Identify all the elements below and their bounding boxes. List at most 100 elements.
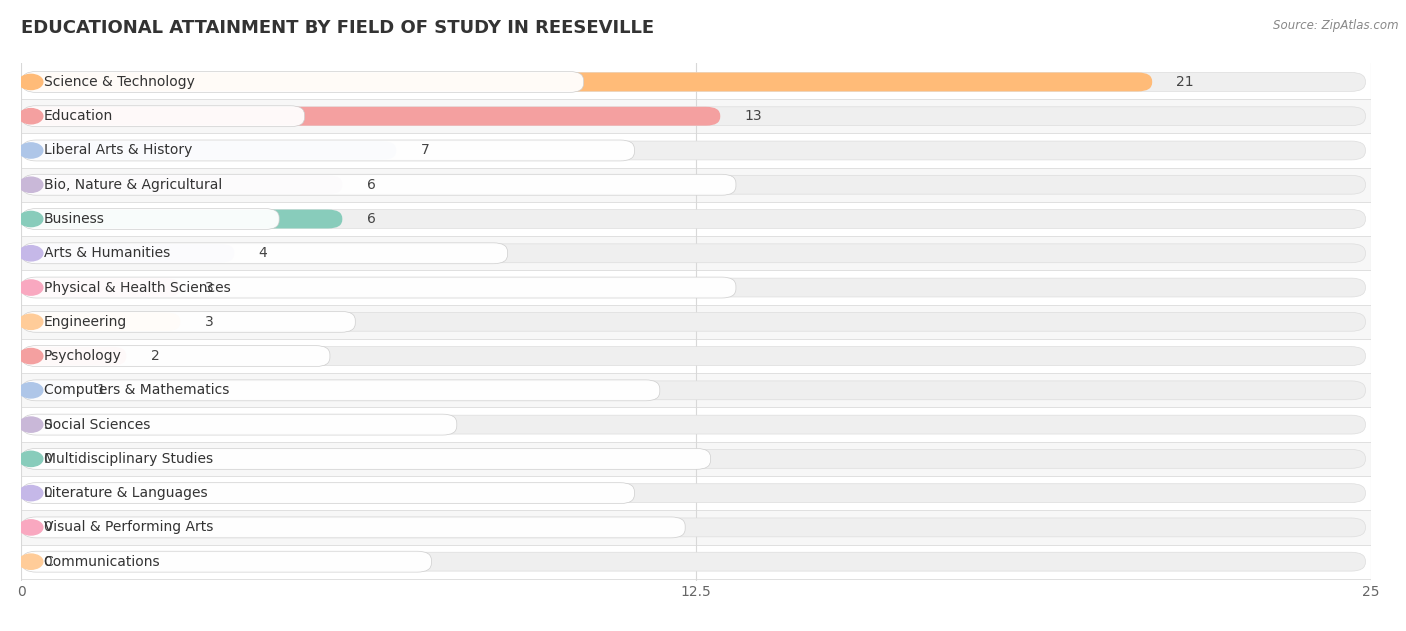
Text: 2: 2 <box>150 349 159 363</box>
Bar <box>21 510 1371 545</box>
Text: Source: ZipAtlas.com: Source: ZipAtlas.com <box>1274 19 1399 32</box>
Text: Literature & Languages: Literature & Languages <box>44 486 207 500</box>
FancyBboxPatch shape <box>22 380 659 401</box>
FancyBboxPatch shape <box>22 209 280 230</box>
Text: Education: Education <box>44 109 112 123</box>
Text: 3: 3 <box>205 315 214 329</box>
Text: 0: 0 <box>42 555 52 569</box>
Circle shape <box>18 211 42 227</box>
Circle shape <box>18 417 42 432</box>
Text: Multidisciplinary Studies: Multidisciplinary Studies <box>44 452 212 466</box>
Circle shape <box>18 245 42 261</box>
Text: 0: 0 <box>42 452 52 466</box>
FancyBboxPatch shape <box>24 346 1365 365</box>
FancyBboxPatch shape <box>24 278 1365 297</box>
FancyBboxPatch shape <box>22 449 710 469</box>
Text: 3: 3 <box>205 281 214 295</box>
FancyBboxPatch shape <box>22 106 305 127</box>
Bar <box>21 305 1371 339</box>
FancyBboxPatch shape <box>24 209 342 228</box>
Circle shape <box>18 109 42 124</box>
Text: Bio, Nature & Agricultural: Bio, Nature & Agricultural <box>44 178 222 192</box>
Text: 1: 1 <box>97 384 105 398</box>
FancyBboxPatch shape <box>24 484 1365 502</box>
Bar <box>21 236 1371 271</box>
Circle shape <box>18 485 42 501</box>
Text: 0: 0 <box>42 418 52 432</box>
FancyBboxPatch shape <box>24 415 1365 434</box>
Bar <box>21 339 1371 373</box>
FancyBboxPatch shape <box>22 483 634 504</box>
Circle shape <box>18 383 42 398</box>
FancyBboxPatch shape <box>24 73 1365 91</box>
Circle shape <box>18 451 42 466</box>
Text: Science & Technology: Science & Technology <box>44 75 194 89</box>
FancyBboxPatch shape <box>24 175 1365 194</box>
Text: Communications: Communications <box>44 555 160 569</box>
FancyBboxPatch shape <box>22 174 735 195</box>
Text: 0: 0 <box>42 521 52 534</box>
Text: 6: 6 <box>367 212 375 226</box>
FancyBboxPatch shape <box>24 381 72 400</box>
FancyBboxPatch shape <box>22 311 356 333</box>
Bar <box>21 65 1371 99</box>
Text: Physical & Health Sciences: Physical & Health Sciences <box>44 281 231 295</box>
Bar <box>21 408 1371 442</box>
FancyBboxPatch shape <box>24 73 1152 91</box>
FancyBboxPatch shape <box>24 449 1365 468</box>
Text: Business: Business <box>44 212 104 226</box>
Circle shape <box>18 74 42 90</box>
Bar <box>21 202 1371 236</box>
FancyBboxPatch shape <box>24 346 127 365</box>
FancyBboxPatch shape <box>24 107 720 126</box>
Bar <box>21 133 1371 168</box>
FancyBboxPatch shape <box>22 277 735 298</box>
Circle shape <box>18 143 42 158</box>
FancyBboxPatch shape <box>22 551 432 572</box>
Bar <box>21 271 1371 305</box>
Circle shape <box>18 554 42 569</box>
Bar <box>21 99 1371 133</box>
Text: 13: 13 <box>745 109 762 123</box>
FancyBboxPatch shape <box>24 278 180 297</box>
FancyBboxPatch shape <box>24 107 1365 126</box>
Text: 0: 0 <box>42 486 52 500</box>
FancyBboxPatch shape <box>24 381 1365 400</box>
Circle shape <box>18 348 42 363</box>
FancyBboxPatch shape <box>24 141 1365 160</box>
Bar <box>21 168 1371 202</box>
Text: 21: 21 <box>1177 75 1194 89</box>
FancyBboxPatch shape <box>22 243 508 264</box>
Text: 6: 6 <box>367 178 375 192</box>
Text: 4: 4 <box>259 246 267 260</box>
FancyBboxPatch shape <box>24 141 396 160</box>
Circle shape <box>18 177 42 192</box>
Bar <box>21 442 1371 476</box>
Circle shape <box>18 280 42 295</box>
Bar <box>21 476 1371 510</box>
Text: Computers & Mathematics: Computers & Mathematics <box>44 384 229 398</box>
Text: Engineering: Engineering <box>44 315 127 329</box>
Circle shape <box>18 520 42 535</box>
FancyBboxPatch shape <box>22 346 330 367</box>
Text: Liberal Arts & History: Liberal Arts & History <box>44 143 191 158</box>
FancyBboxPatch shape <box>24 175 342 194</box>
FancyBboxPatch shape <box>24 312 180 331</box>
Text: Psychology: Psychology <box>44 349 121 363</box>
Text: Arts & Humanities: Arts & Humanities <box>44 246 170 260</box>
FancyBboxPatch shape <box>24 244 235 262</box>
Bar <box>21 545 1371 579</box>
FancyBboxPatch shape <box>22 414 457 435</box>
Text: Social Sciences: Social Sciences <box>44 418 150 432</box>
FancyBboxPatch shape <box>22 140 634 161</box>
FancyBboxPatch shape <box>22 71 583 92</box>
Text: 7: 7 <box>420 143 429 158</box>
FancyBboxPatch shape <box>24 552 1365 571</box>
Text: EDUCATIONAL ATTAINMENT BY FIELD OF STUDY IN REESEVILLE: EDUCATIONAL ATTAINMENT BY FIELD OF STUDY… <box>21 19 654 37</box>
FancyBboxPatch shape <box>24 312 1365 331</box>
Text: Visual & Performing Arts: Visual & Performing Arts <box>44 521 212 534</box>
FancyBboxPatch shape <box>24 244 1365 262</box>
FancyBboxPatch shape <box>24 518 1365 537</box>
Circle shape <box>18 314 42 329</box>
FancyBboxPatch shape <box>24 209 1365 228</box>
